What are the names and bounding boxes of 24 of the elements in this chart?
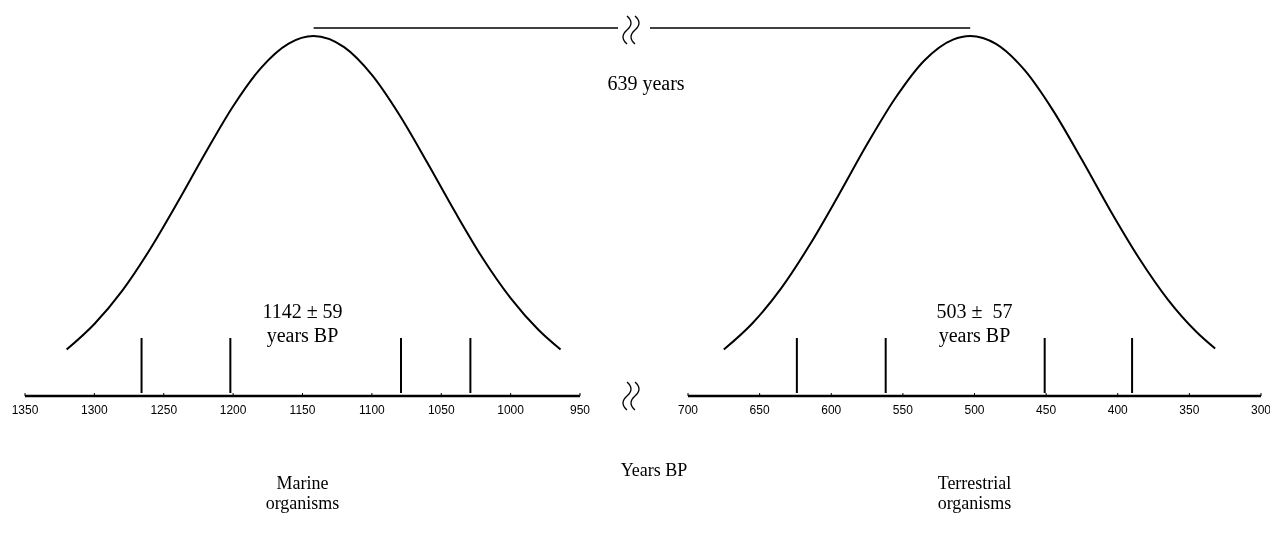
x-tick-label: 300 xyxy=(1250,403,1272,417)
text: Marine organisms xyxy=(265,473,340,513)
x-axis-title: Years BP xyxy=(620,460,688,480)
x-tick-label: 950 xyxy=(569,403,591,417)
text: 639 years xyxy=(607,72,685,95)
x-tick-label: 400 xyxy=(1107,403,1129,417)
x-tick-label: 600 xyxy=(821,403,842,417)
x-tick-label: 1250 xyxy=(150,403,178,417)
x-tick-label: 1050 xyxy=(427,403,455,417)
x-tick-label: 500 xyxy=(964,403,985,417)
x-tick-label: 550 xyxy=(892,403,914,417)
x-tick-label: 1350 xyxy=(11,403,39,417)
x-tick-label: 1200 xyxy=(219,403,247,417)
text: Terrestrial organisms xyxy=(937,473,1012,513)
x-tick-label: 650 xyxy=(749,403,770,417)
x-tick-label: 1300 xyxy=(81,403,109,417)
annotation: 503 ± 57 years BP xyxy=(936,300,1013,347)
x-tick-label: 1000 xyxy=(497,403,525,417)
x-tick-label: 700 xyxy=(677,403,699,417)
x-tick-label: 1100 xyxy=(358,403,386,417)
x-tick-label: 450 xyxy=(1036,403,1057,417)
x-tick-label: 1150 xyxy=(289,403,316,417)
x-tick-label: 350 xyxy=(1179,403,1200,417)
annotation: 1142 ± 59 years BP xyxy=(262,300,343,347)
